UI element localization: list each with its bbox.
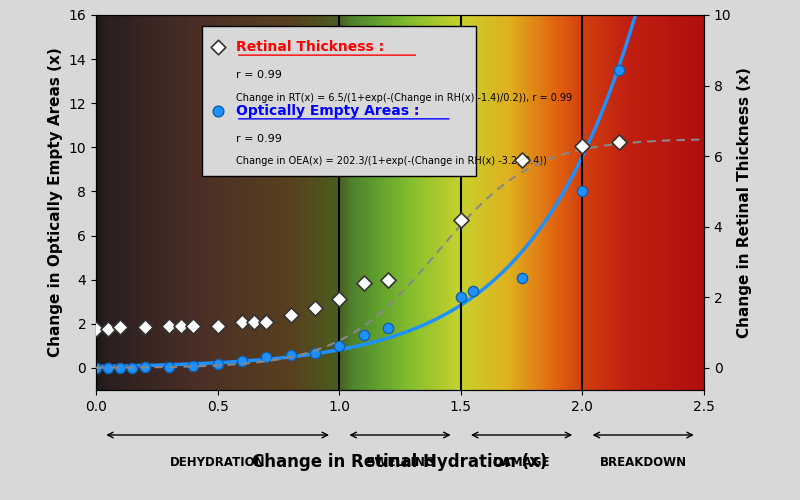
Point bbox=[138, 344, 151, 352]
Point bbox=[90, 325, 102, 333]
Point bbox=[114, 324, 126, 332]
FancyBboxPatch shape bbox=[202, 26, 476, 176]
Point bbox=[309, 304, 322, 312]
Y-axis label: Change in Retinal Thickness (x): Change in Retinal Thickness (x) bbox=[737, 67, 752, 338]
Y-axis label: Change in Optically Empty Areas (x): Change in Optically Empty Areas (x) bbox=[48, 48, 63, 358]
Text: BREAKDOWN: BREAKDOWN bbox=[600, 456, 686, 468]
Point bbox=[333, 342, 346, 350]
Point bbox=[235, 318, 248, 326]
Point bbox=[187, 322, 200, 330]
Point bbox=[382, 276, 394, 283]
Point bbox=[211, 360, 224, 368]
Point bbox=[576, 142, 589, 150]
Point bbox=[114, 364, 126, 372]
Text: r = 0.99: r = 0.99 bbox=[236, 134, 282, 144]
Point bbox=[248, 318, 261, 326]
Text: Change in RT(x) = 6.5/(1+exp(-(Change in RH(x) -1.4)/0.2)), r = 0.99: Change in RT(x) = 6.5/(1+exp(-(Change in… bbox=[236, 92, 572, 102]
Point bbox=[382, 324, 394, 332]
Text: r = 0.99: r = 0.99 bbox=[236, 70, 282, 80]
Point bbox=[613, 66, 626, 74]
X-axis label: Change in Retinal Hydration (x): Change in Retinal Hydration (x) bbox=[252, 452, 548, 470]
Text: SWELLING: SWELLING bbox=[366, 456, 434, 468]
Point bbox=[187, 362, 200, 370]
Point bbox=[333, 295, 346, 303]
Point bbox=[260, 318, 273, 326]
Point bbox=[211, 322, 224, 330]
Text: Change in OEA(x) = 202.3/(1+exp(-(Change in RH(x) -3.2)/0.4)): Change in OEA(x) = 202.3/(1+exp(-(Change… bbox=[236, 156, 546, 166]
Point bbox=[357, 331, 370, 339]
Point bbox=[357, 279, 370, 287]
Point bbox=[454, 216, 467, 224]
Point bbox=[90, 364, 102, 372]
Text: Optically Empty Areas :: Optically Empty Areas : bbox=[236, 104, 419, 118]
Point bbox=[576, 188, 589, 196]
Point bbox=[138, 324, 151, 332]
Point bbox=[309, 348, 322, 356]
Point bbox=[515, 274, 528, 281]
Point bbox=[515, 156, 528, 164]
Point bbox=[613, 138, 626, 146]
Point bbox=[174, 322, 187, 330]
Point bbox=[454, 294, 467, 302]
Text: DAMAGE: DAMAGE bbox=[493, 456, 550, 468]
Point bbox=[162, 322, 175, 330]
Point bbox=[162, 363, 175, 371]
Point bbox=[235, 358, 248, 366]
Text: DEHYDRATION: DEHYDRATION bbox=[170, 456, 266, 468]
Point bbox=[138, 363, 151, 371]
Text: Retinal Thickness :: Retinal Thickness : bbox=[236, 40, 384, 54]
Point bbox=[260, 353, 273, 361]
Point bbox=[284, 350, 297, 358]
Point bbox=[102, 325, 114, 333]
Point bbox=[466, 286, 479, 294]
Point bbox=[138, 348, 151, 356]
Point bbox=[126, 364, 139, 372]
Point bbox=[102, 364, 114, 372]
Point bbox=[284, 311, 297, 319]
